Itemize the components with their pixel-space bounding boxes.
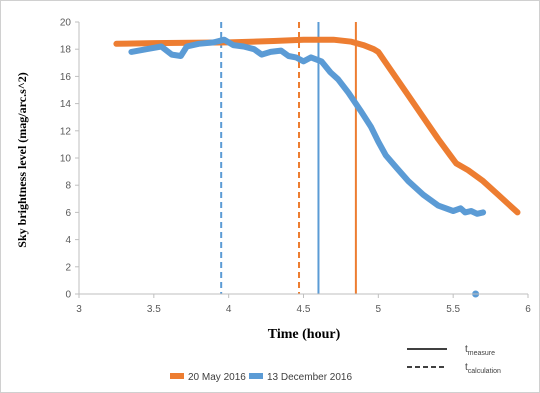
y-tick-label: 18 bbox=[60, 45, 72, 56]
series-line-1 bbox=[128, 36, 487, 217]
x-tick-label: 5.5 bbox=[446, 304, 460, 315]
y-tick-label: 4 bbox=[65, 235, 71, 246]
y-tick-label: 14 bbox=[60, 99, 72, 110]
y-tick-label: 6 bbox=[65, 208, 71, 219]
legend-label-main: t bbox=[465, 362, 468, 373]
x-tick-label: 6 bbox=[525, 304, 531, 315]
axes-group: 3 3.5 4 4.5 5 5.5 6 0 2 4 6 8 10 12 14 16 18 20 bbox=[60, 18, 531, 316]
x-tick-label: 5 bbox=[376, 304, 382, 315]
y-tick-label: 20 bbox=[60, 18, 72, 29]
vertical-markers bbox=[220, 22, 357, 294]
legend-label-sub: measure bbox=[468, 350, 495, 357]
x-axis-label: Time (hour) bbox=[268, 327, 341, 342]
y-axis-label: Sky brightness level (mag/arc.s^2) bbox=[15, 72, 29, 247]
series-line-0 bbox=[113, 36, 521, 216]
x-tick-label: 4.5 bbox=[297, 304, 311, 315]
y-tick-label: 0 bbox=[65, 290, 71, 301]
legend-label-0: 20 May 2016 bbox=[188, 372, 246, 383]
y-tick-label: 16 bbox=[60, 72, 72, 83]
y-tick-label: 10 bbox=[60, 154, 72, 165]
legend: 20 May 2016 13 December 2016tmeasuretcalc… bbox=[170, 344, 501, 383]
series-group bbox=[113, 36, 521, 298]
legend-label-sub: calculation bbox=[468, 368, 501, 375]
y-tick-label: 2 bbox=[65, 262, 71, 273]
y-tick-label: 8 bbox=[65, 181, 71, 192]
x-tick-label: 4 bbox=[226, 304, 232, 315]
legend-line-label-dashed: tcalculation bbox=[465, 362, 501, 375]
legend-line-label-solid: tmeasure bbox=[465, 344, 495, 357]
legend-label-1: 13 December 2016 bbox=[267, 372, 352, 383]
y-tick-label: 12 bbox=[60, 126, 72, 137]
x-tick-label: 3.5 bbox=[147, 304, 161, 315]
x-tick-label: 3 bbox=[76, 304, 82, 315]
legend-label-main: t bbox=[465, 344, 468, 355]
